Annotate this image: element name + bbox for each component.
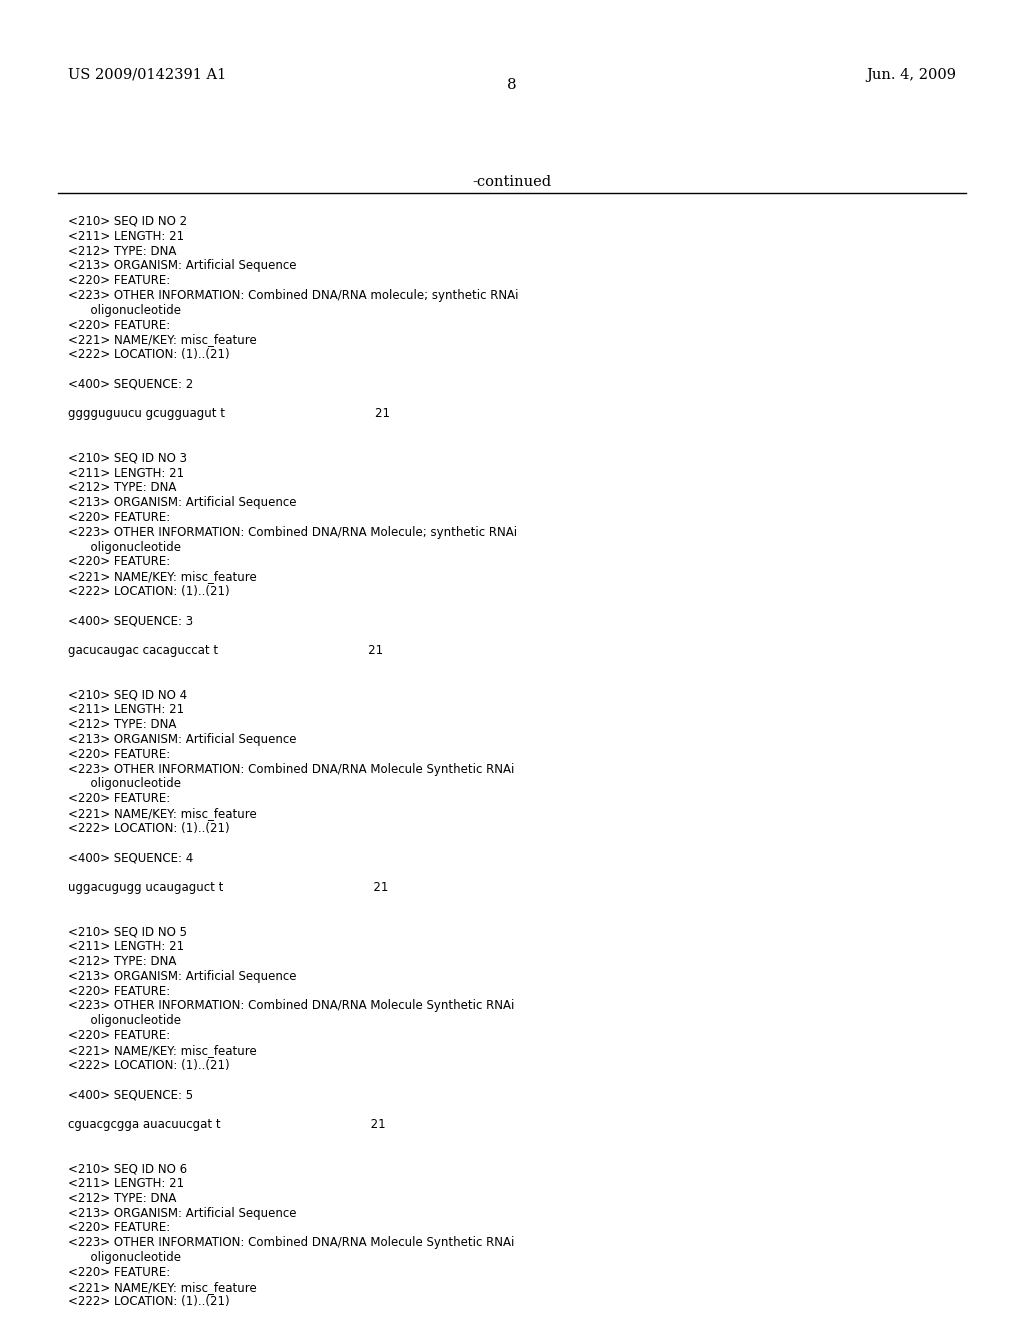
Text: <220> FEATURE:: <220> FEATURE:: [68, 1266, 170, 1279]
Text: <212> TYPE: DNA: <212> TYPE: DNA: [68, 482, 176, 495]
Text: <222> LOCATION: (1)..(21): <222> LOCATION: (1)..(21): [68, 585, 229, 598]
Text: <223> OTHER INFORMATION: Combined DNA/RNA molecule; synthetic RNAi: <223> OTHER INFORMATION: Combined DNA/RN…: [68, 289, 518, 302]
Text: <222> LOCATION: (1)..(21): <222> LOCATION: (1)..(21): [68, 348, 229, 362]
Text: <210> SEQ ID NO 2: <210> SEQ ID NO 2: [68, 215, 187, 228]
Text: <400> SEQUENCE: 3: <400> SEQUENCE: 3: [68, 615, 194, 627]
Text: oligonucleotide: oligonucleotide: [68, 1014, 181, 1027]
Text: <220> FEATURE:: <220> FEATURE:: [68, 1221, 170, 1234]
Text: <211> LENGTH: 21: <211> LENGTH: 21: [68, 940, 184, 953]
Text: <210> SEQ ID NO 6: <210> SEQ ID NO 6: [68, 1162, 187, 1175]
Text: <212> TYPE: DNA: <212> TYPE: DNA: [68, 718, 176, 731]
Text: <213> ORGANISM: Artificial Sequence: <213> ORGANISM: Artificial Sequence: [68, 733, 297, 746]
Text: <223> OTHER INFORMATION: Combined DNA/RNA Molecule; synthetic RNAi: <223> OTHER INFORMATION: Combined DNA/RN…: [68, 525, 517, 539]
Text: <223> OTHER INFORMATION: Combined DNA/RNA Molecule Synthetic RNAi: <223> OTHER INFORMATION: Combined DNA/RN…: [68, 999, 514, 1012]
Text: cguacgcgga auacuucgat t                                        21: cguacgcgga auacuucgat t 21: [68, 1118, 386, 1131]
Text: <220> FEATURE:: <220> FEATURE:: [68, 556, 170, 569]
Text: <220> FEATURE:: <220> FEATURE:: [68, 511, 170, 524]
Text: <221> NAME/KEY: misc_feature: <221> NAME/KEY: misc_feature: [68, 334, 257, 346]
Text: <213> ORGANISM: Artificial Sequence: <213> ORGANISM: Artificial Sequence: [68, 496, 297, 510]
Text: <221> NAME/KEY: misc_feature: <221> NAME/KEY: misc_feature: [68, 1044, 257, 1057]
Text: <212> TYPE: DNA: <212> TYPE: DNA: [68, 954, 176, 968]
Text: <222> LOCATION: (1)..(21): <222> LOCATION: (1)..(21): [68, 1295, 229, 1308]
Text: -continued: -continued: [472, 176, 552, 189]
Text: <220> FEATURE:: <220> FEATURE:: [68, 985, 170, 998]
Text: <400> SEQUENCE: 2: <400> SEQUENCE: 2: [68, 378, 194, 391]
Text: oligonucleotide: oligonucleotide: [68, 541, 181, 553]
Text: Jun. 4, 2009: Jun. 4, 2009: [866, 69, 956, 82]
Text: <223> OTHER INFORMATION: Combined DNA/RNA Molecule Synthetic RNAi: <223> OTHER INFORMATION: Combined DNA/RN…: [68, 763, 514, 776]
Text: <213> ORGANISM: Artificial Sequence: <213> ORGANISM: Artificial Sequence: [68, 1206, 297, 1220]
Text: <223> OTHER INFORMATION: Combined DNA/RNA Molecule Synthetic RNAi: <223> OTHER INFORMATION: Combined DNA/RN…: [68, 1237, 514, 1249]
Text: <210> SEQ ID NO 4: <210> SEQ ID NO 4: [68, 689, 187, 702]
Text: <220> FEATURE:: <220> FEATURE:: [68, 748, 170, 760]
Text: <211> LENGTH: 21: <211> LENGTH: 21: [68, 466, 184, 479]
Text: uggacugugg ucaugaguct t                                        21: uggacugugg ucaugaguct t 21: [68, 880, 388, 894]
Text: <221> NAME/KEY: misc_feature: <221> NAME/KEY: misc_feature: [68, 570, 257, 583]
Text: US 2009/0142391 A1: US 2009/0142391 A1: [68, 69, 226, 82]
Text: <210> SEQ ID NO 3: <210> SEQ ID NO 3: [68, 451, 187, 465]
Text: <220> FEATURE:: <220> FEATURE:: [68, 275, 170, 288]
Text: oligonucleotide: oligonucleotide: [68, 1251, 181, 1265]
Text: <212> TYPE: DNA: <212> TYPE: DNA: [68, 244, 176, 257]
Text: 8: 8: [507, 78, 517, 92]
Text: <220> FEATURE:: <220> FEATURE:: [68, 318, 170, 331]
Text: <222> LOCATION: (1)..(21): <222> LOCATION: (1)..(21): [68, 1059, 229, 1072]
Text: <213> ORGANISM: Artificial Sequence: <213> ORGANISM: Artificial Sequence: [68, 970, 297, 983]
Text: <221> NAME/KEY: misc_feature: <221> NAME/KEY: misc_feature: [68, 807, 257, 820]
Text: <220> FEATURE:: <220> FEATURE:: [68, 792, 170, 805]
Text: <220> FEATURE:: <220> FEATURE:: [68, 1030, 170, 1041]
Text: <211> LENGTH: 21: <211> LENGTH: 21: [68, 230, 184, 243]
Text: <213> ORGANISM: Artificial Sequence: <213> ORGANISM: Artificial Sequence: [68, 260, 297, 272]
Text: oligonucleotide: oligonucleotide: [68, 777, 181, 791]
Text: <211> LENGTH: 21: <211> LENGTH: 21: [68, 1177, 184, 1191]
Text: gacucaugac cacaguccat t                                        21: gacucaugac cacaguccat t 21: [68, 644, 383, 657]
Text: gggguguucu gcugguagut t                                        21: gggguguucu gcugguagut t 21: [68, 408, 390, 420]
Text: <212> TYPE: DNA: <212> TYPE: DNA: [68, 1192, 176, 1205]
Text: <210> SEQ ID NO 5: <210> SEQ ID NO 5: [68, 925, 187, 939]
Text: oligonucleotide: oligonucleotide: [68, 304, 181, 317]
Text: <400> SEQUENCE: 5: <400> SEQUENCE: 5: [68, 1088, 194, 1101]
Text: <221> NAME/KEY: misc_feature: <221> NAME/KEY: misc_feature: [68, 1280, 257, 1294]
Text: <211> LENGTH: 21: <211> LENGTH: 21: [68, 704, 184, 717]
Text: <222> LOCATION: (1)..(21): <222> LOCATION: (1)..(21): [68, 822, 229, 834]
Text: <400> SEQUENCE: 4: <400> SEQUENCE: 4: [68, 851, 194, 865]
